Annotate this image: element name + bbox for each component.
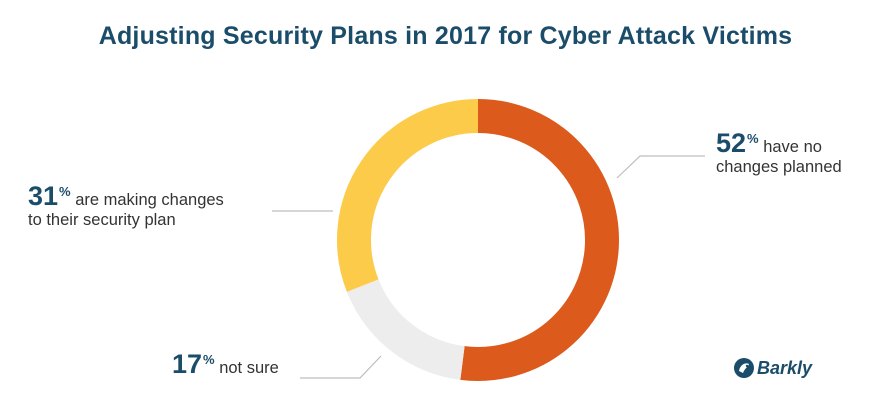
chart-title: Adjusting Security Plans in 2017 for Cyb… [98,22,793,50]
pct-sign: % [747,131,759,146]
label-text-no-changes-1: have no [763,138,822,156]
label-text-making-changes-1: are making changes [75,191,224,209]
brand-name: Barkly [757,357,813,378]
leader-line-no-changes [616,155,705,179]
slice-making-changes [337,99,479,292]
donut-slices [337,99,619,381]
leader-lines [272,155,705,379]
slice-no-changes [460,99,619,381]
slice-label-not-sure: 17% not sure [172,351,372,378]
pct-sign: % [203,352,215,367]
label-text-not-sure: not sure [219,359,279,377]
barkly-logo: Barkly [733,356,812,380]
leader-line-not-sure [300,355,382,379]
label-text-making-changes-2: to their security plan [28,211,176,229]
slice-not-sure [346,278,466,380]
label-text-no-changes-2: changes planned [716,158,842,176]
slice-label-no-changes: 52% have no changes planned [716,130,891,177]
dog-icon [734,358,754,378]
pct-value-making-changes: 31 [28,181,59,211]
pct-value-no-changes: 52 [716,128,747,158]
pct-sign: % [59,184,71,199]
pct-value-not-sure: 17 [172,349,203,379]
slice-label-making-changes: 31% are making changes to their security… [28,183,288,230]
